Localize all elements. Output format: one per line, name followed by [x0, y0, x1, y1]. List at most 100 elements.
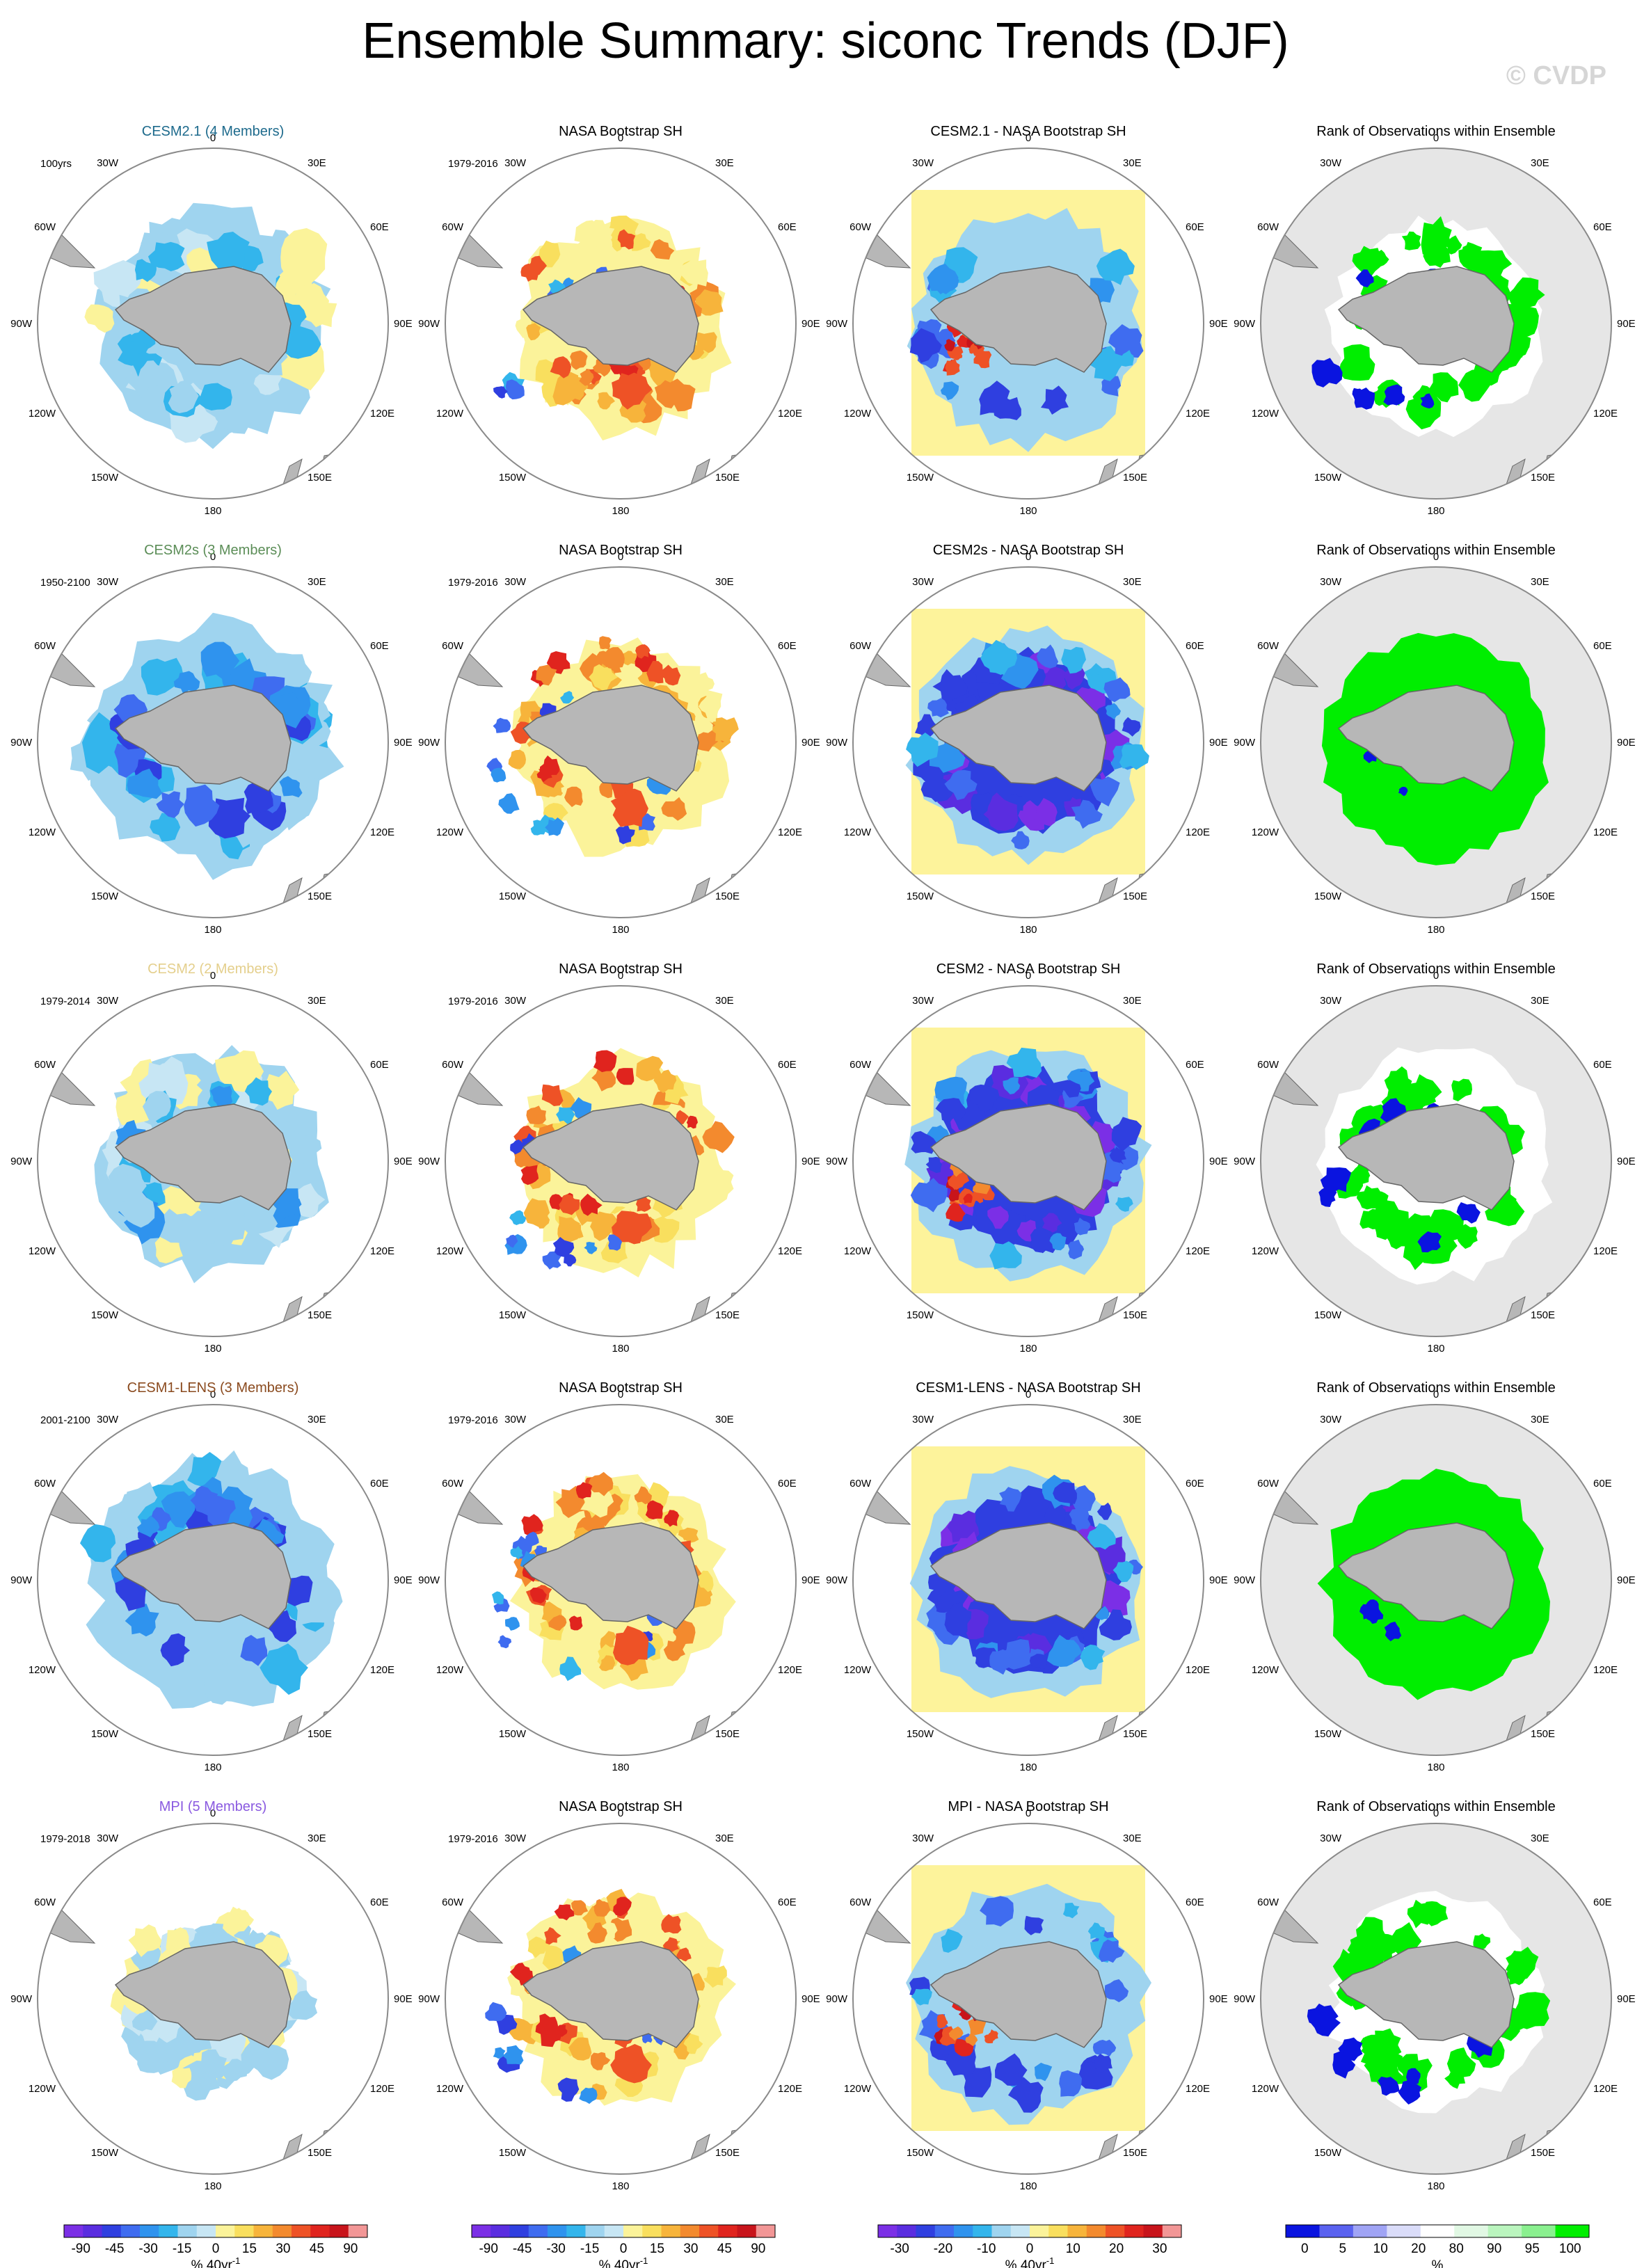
trend-patch: [541, 1602, 565, 1628]
trend-patch: [486, 758, 503, 776]
trend-patch: [987, 2029, 998, 2041]
trend-patch: [944, 1602, 972, 1636]
lon-label-90e: 90E: [1617, 1993, 1636, 2005]
lon-label-90w: 90W: [10, 318, 33, 330]
trend-patch: [505, 1617, 520, 1631]
lon-label-60e: 60E: [370, 1478, 389, 1490]
trend-patch: [925, 1156, 942, 1174]
lon-label-150w: 150W: [907, 1309, 934, 1321]
rank-patch: [1508, 1947, 1539, 1981]
lon-label-30w: 30W: [912, 157, 934, 169]
rank-patch: [1371, 250, 1389, 269]
panel-r3-c4: 0 180 30W 30E 60W 60E 90W 90E 120W 120E 150W 150E Ra…: [1234, 961, 1636, 1355]
trend-patch: [287, 1990, 318, 2020]
trend-patch: [1108, 324, 1144, 358]
lon-label-30w: 30W: [1320, 1414, 1342, 1426]
lon-label-180: 180: [1019, 505, 1037, 517]
trend-patch: [615, 824, 635, 845]
map-content: [1261, 567, 1611, 918]
rank-patch: [1311, 358, 1343, 388]
colorbar-box: [1286, 2225, 1320, 2237]
lon-label-30w: 30W: [504, 157, 527, 169]
trend-patch: [498, 793, 520, 814]
trend-patch: [1089, 776, 1120, 807]
lon-label-60e: 60E: [778, 221, 797, 233]
lon-label-30e: 30E: [308, 1414, 326, 1426]
rank-patch: [1456, 1202, 1481, 1224]
colorbar-box: [1353, 2225, 1387, 2237]
lon-label-150e: 150E: [1531, 891, 1555, 902]
trend-patch: [593, 1050, 617, 1073]
trend-patch: [1074, 1217, 1091, 1236]
lon-label-30w: 30W: [97, 1832, 119, 1844]
lon-label-120e: 120E: [1186, 1245, 1210, 1257]
lon-label-60e: 60E: [1593, 1896, 1612, 1908]
lon-label-180: 180: [1019, 924, 1037, 936]
antarctica-landmass: [522, 266, 699, 373]
lon-label-90e: 90E: [1209, 737, 1228, 749]
colorbar-box: [1010, 2225, 1030, 2237]
trend-patch: [505, 379, 525, 400]
lon-label-150e: 150E: [1123, 2147, 1147, 2159]
trend-patch: [1003, 1077, 1021, 1094]
trend-patch: [932, 669, 968, 705]
trend-patch: [208, 797, 251, 839]
colorbar-box: [1124, 2225, 1144, 2237]
lon-label-30e: 30E: [1123, 157, 1142, 169]
lon-label-60w: 60W: [1257, 1059, 1279, 1071]
colorbar-tick-label: -90: [71, 2242, 90, 2256]
lon-label-30e: 30E: [715, 1414, 734, 1426]
lon-label-30w: 30W: [97, 995, 119, 1007]
lon-label-150e: 150E: [715, 1309, 740, 1321]
trend-patch: [927, 698, 949, 718]
trend-patch: [530, 1588, 547, 1604]
trend-patch: [710, 717, 739, 744]
trend-patch: [980, 1896, 1014, 1927]
map-content: [1261, 1823, 1611, 2174]
trend-patch: [497, 1635, 512, 1649]
trend-patch: [607, 1234, 622, 1251]
trend-patch: [1067, 1239, 1085, 1260]
lon-label-30w: 30W: [1320, 576, 1342, 588]
colorbar-box: [292, 2225, 311, 2237]
trend-patch: [920, 772, 955, 802]
new-zealand: [1096, 877, 1118, 911]
trend-patch: [1119, 350, 1134, 367]
lon-label-60w: 60W: [850, 1896, 872, 1908]
trend-patch: [1049, 1233, 1067, 1251]
obs-period: 1979-2016: [448, 996, 498, 1007]
lon-label-120e: 120E: [370, 826, 394, 838]
trend-patch: [659, 664, 681, 686]
new-zealand: [688, 2133, 710, 2167]
trend-patch: [283, 325, 321, 359]
colorbar-3: -30 -20 -10 0 10 20 30 % 40yr-1: [877, 2224, 1182, 2268]
obs-period: 1979-2016: [448, 577, 498, 589]
trend-patch: [1011, 831, 1030, 849]
trend-patch: [142, 1091, 171, 1121]
lon-label-0: 0: [618, 1389, 623, 1400]
trend-patch: [1080, 1644, 1106, 1670]
trend-patch: [622, 650, 639, 666]
trend-patch: [636, 1055, 664, 1082]
lon-label-120w: 120W: [436, 1245, 464, 1257]
trend-patch: [1034, 2062, 1053, 2082]
lon-label-180: 180: [204, 2180, 221, 2192]
trend-patch: [171, 2068, 192, 2089]
lon-label-150e: 150E: [1531, 472, 1555, 484]
lon-label-180: 180: [204, 1762, 221, 1773]
lon-label-30e: 30E: [1123, 995, 1142, 1007]
trend-patch: [1064, 668, 1085, 690]
lon-label-60e: 60E: [1186, 221, 1204, 233]
new-zealand: [1096, 1295, 1118, 1329]
trend-patch: [134, 259, 157, 282]
colorbar-box: [1086, 2225, 1106, 2237]
trend-patch: [1029, 1654, 1047, 1669]
lon-label-0: 0: [1026, 1807, 1031, 1819]
trend-patch: [520, 1165, 539, 1185]
lon-label-90w: 90W: [1234, 1574, 1256, 1586]
trend-patch: [552, 372, 583, 406]
trend-patch: [1006, 1047, 1042, 1078]
colorbar-box: [642, 2225, 662, 2237]
map-content: [446, 1471, 741, 1748]
lon-label-150w: 150W: [499, 472, 527, 484]
